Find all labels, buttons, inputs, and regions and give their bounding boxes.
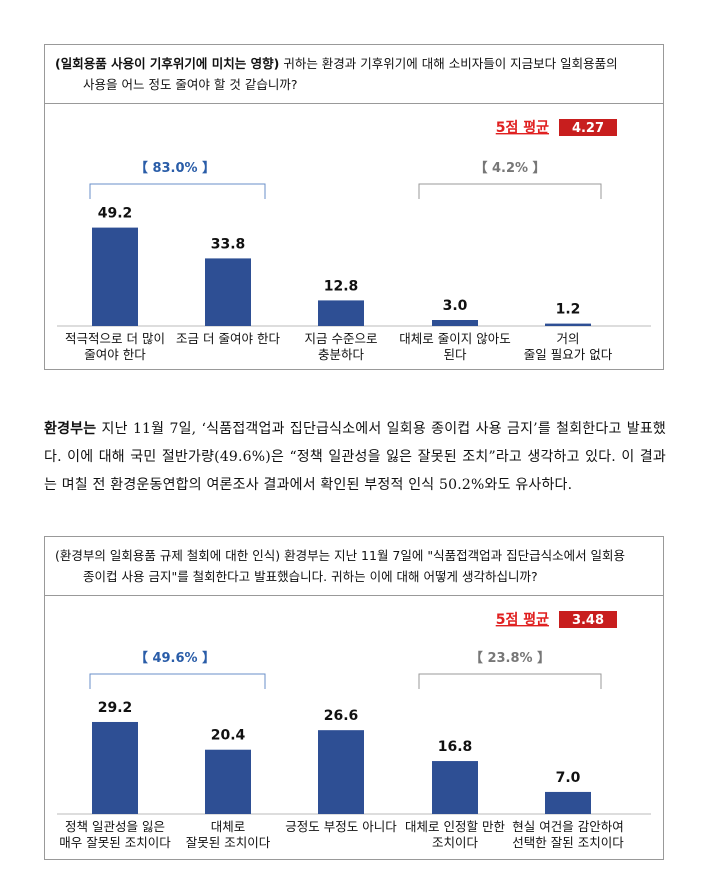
data-label-1: 29.2 (98, 700, 133, 716)
bar-1 (92, 721, 138, 814)
question-line1-2: (환경부의 일회용품 규제 철회에 대한 인식) 환경부는 지난 11월 7일에… (55, 548, 626, 563)
bar-3 (318, 300, 364, 326)
question-line2-2: 종이컵 사용 금지"를 철회한다고 발표했습니다. 귀하는 이에 대해 어떻게 … (83, 569, 538, 584)
question-prefix-1: (일회용품 사용이 기후위기에 미치는 영향) (55, 56, 280, 71)
category-label-5: 거의 (556, 331, 579, 346)
question-line2-1: 사용을 어느 정도 줄여야 할 것 같습니까? (83, 77, 298, 92)
body-paragraph: 환경부는 지난 11월 7일, ‘식품접객업과 집단급식소에서 일회용 종이컵 … (44, 415, 666, 499)
body-text: 지난 11월 7일, ‘식품접객업과 집단급식소에서 일회용 종이컵 사용 금지… (44, 421, 666, 493)
category-label-2: 조금 더 줄여야 한다 (176, 331, 280, 346)
group-bracket-right-1 (418, 183, 602, 199)
category-label-4: 대체로 인정할 만한 (405, 819, 505, 834)
chart-panel-1: (일회용품 사용이 기후위기에 미치는 영향) 귀하는 환경과 기후위기에 대해… (44, 44, 664, 370)
chart-panel-2: (환경부의 일회용품 규제 철회에 대한 인식) 환경부는 지난 11월 7일에… (44, 536, 664, 860)
category-label-2: 대체로 (211, 819, 246, 834)
category-label-4: 조치이다 (432, 835, 479, 850)
data-label-5: 7.0 (556, 770, 581, 786)
average-box-1 (559, 119, 617, 136)
average-box-2 (559, 611, 617, 628)
data-label-5: 1.2 (556, 302, 581, 318)
bar-1 (92, 227, 138, 326)
data-label-3: 26.6 (324, 708, 359, 724)
bar-chart-1: 5점 평균 4.27 【 83.0% 】 【 4.2% 】 49.2 적극적으로 … (57, 119, 651, 362)
category-label-3: 긍정도 부정도 아니다 (285, 819, 397, 834)
category-label-5: 선택한 잘된 조치이다 (512, 835, 624, 850)
bar-2 (205, 749, 251, 814)
question-header-1: (일회용품 사용이 기후위기에 미치는 영향) 귀하는 환경과 기후위기에 대해… (45, 45, 663, 104)
average-value-2: 3.48 (572, 613, 604, 628)
average-label-2: 5점 평균 (496, 611, 549, 628)
group-label-left-2: 【 49.6% 】 (135, 650, 215, 666)
category-label-3: 충분하다 (318, 347, 365, 362)
group-label-right-1: 【 4.2% 】 (474, 160, 545, 176)
bar-chart-2: 5점 평균 3.48 【 49.6% 】 【 23.8% 】 29.2 정책 일관… (57, 611, 651, 850)
bar-2 (205, 258, 251, 326)
group-bracket-left-2 (89, 673, 266, 689)
data-label-2: 20.4 (211, 728, 246, 744)
category-label-2: 잘못된 조치이다 (186, 835, 271, 850)
group-bracket-left-1 (89, 183, 266, 199)
data-label-3: 12.8 (324, 278, 359, 294)
data-label-4: 16.8 (438, 739, 473, 755)
data-label-1: 49.2 (98, 206, 133, 222)
body-lead: 환경부는 (44, 421, 97, 437)
bar-3 (318, 730, 364, 814)
data-label-4: 3.0 (443, 298, 468, 314)
category-label-1: 매우 잘못된 조치이다 (59, 835, 171, 850)
category-label-1: 정책 일관성을 잃은 (65, 819, 165, 834)
bar-4 (432, 761, 478, 814)
category-label-4: 된다 (443, 347, 467, 362)
bar-5 (545, 791, 591, 814)
category-label-5: 줄일 필요가 없다 (524, 347, 613, 362)
bar-4 (432, 320, 478, 326)
question-header-2: (환경부의 일회용품 규제 철회에 대한 인식) 환경부는 지난 11월 7일에… (45, 537, 663, 596)
category-label-1: 줄여야 한다 (84, 347, 146, 362)
group-label-left-1: 【 83.0% 】 (135, 160, 215, 176)
average-label-1: 5점 평균 (496, 119, 549, 136)
category-label-5: 현실 여건을 감안하여 (512, 819, 623, 834)
group-bracket-right-2 (418, 673, 602, 689)
average-value-1: 4.27 (572, 121, 604, 136)
category-label-3: 지금 수준으로 (305, 331, 378, 346)
category-label-1: 적극적으로 더 많이 (65, 331, 165, 346)
category-label-4: 대체로 줄이지 않아도 (399, 331, 510, 346)
group-label-right-2: 【 23.8% 】 (470, 650, 550, 666)
bar-5 (545, 323, 591, 326)
data-label-2: 33.8 (211, 236, 246, 252)
question-line1-1: 귀하는 환경과 기후위기에 대해 소비자들이 지금보다 일회용품의 (279, 56, 618, 71)
